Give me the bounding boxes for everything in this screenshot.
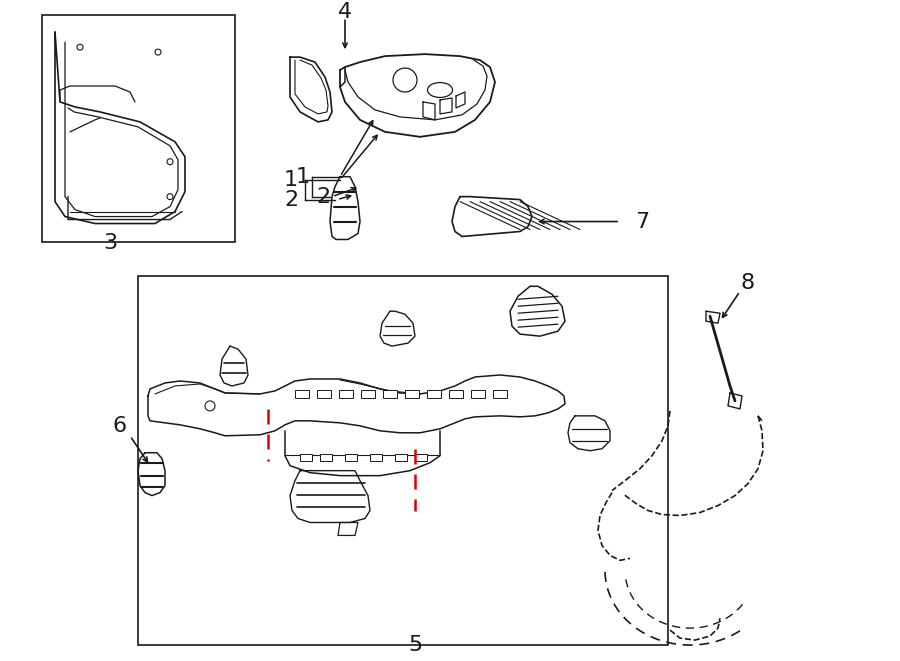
Text: 2: 2 xyxy=(316,186,330,207)
Text: 7: 7 xyxy=(635,212,649,231)
Text: 1: 1 xyxy=(296,167,310,186)
Bar xyxy=(405,390,419,398)
Bar xyxy=(383,390,397,398)
Bar xyxy=(471,390,485,398)
Bar xyxy=(295,390,309,398)
Bar xyxy=(415,453,427,461)
Bar xyxy=(395,453,407,461)
Bar xyxy=(345,453,357,461)
Text: 3: 3 xyxy=(103,233,117,253)
Bar xyxy=(317,390,331,398)
Bar xyxy=(320,453,332,461)
Bar xyxy=(300,453,312,461)
Text: 6: 6 xyxy=(112,416,127,436)
Text: 5: 5 xyxy=(408,635,422,655)
Bar xyxy=(449,390,463,398)
Bar xyxy=(493,390,507,398)
Bar xyxy=(42,15,235,243)
Bar xyxy=(361,390,375,398)
Bar xyxy=(370,453,382,461)
Bar xyxy=(138,276,668,645)
Bar xyxy=(427,390,441,398)
Text: 8: 8 xyxy=(741,273,755,293)
Bar xyxy=(339,390,353,398)
Text: 4: 4 xyxy=(338,2,352,22)
Text: 1: 1 xyxy=(284,170,298,190)
Text: 2: 2 xyxy=(284,190,298,210)
